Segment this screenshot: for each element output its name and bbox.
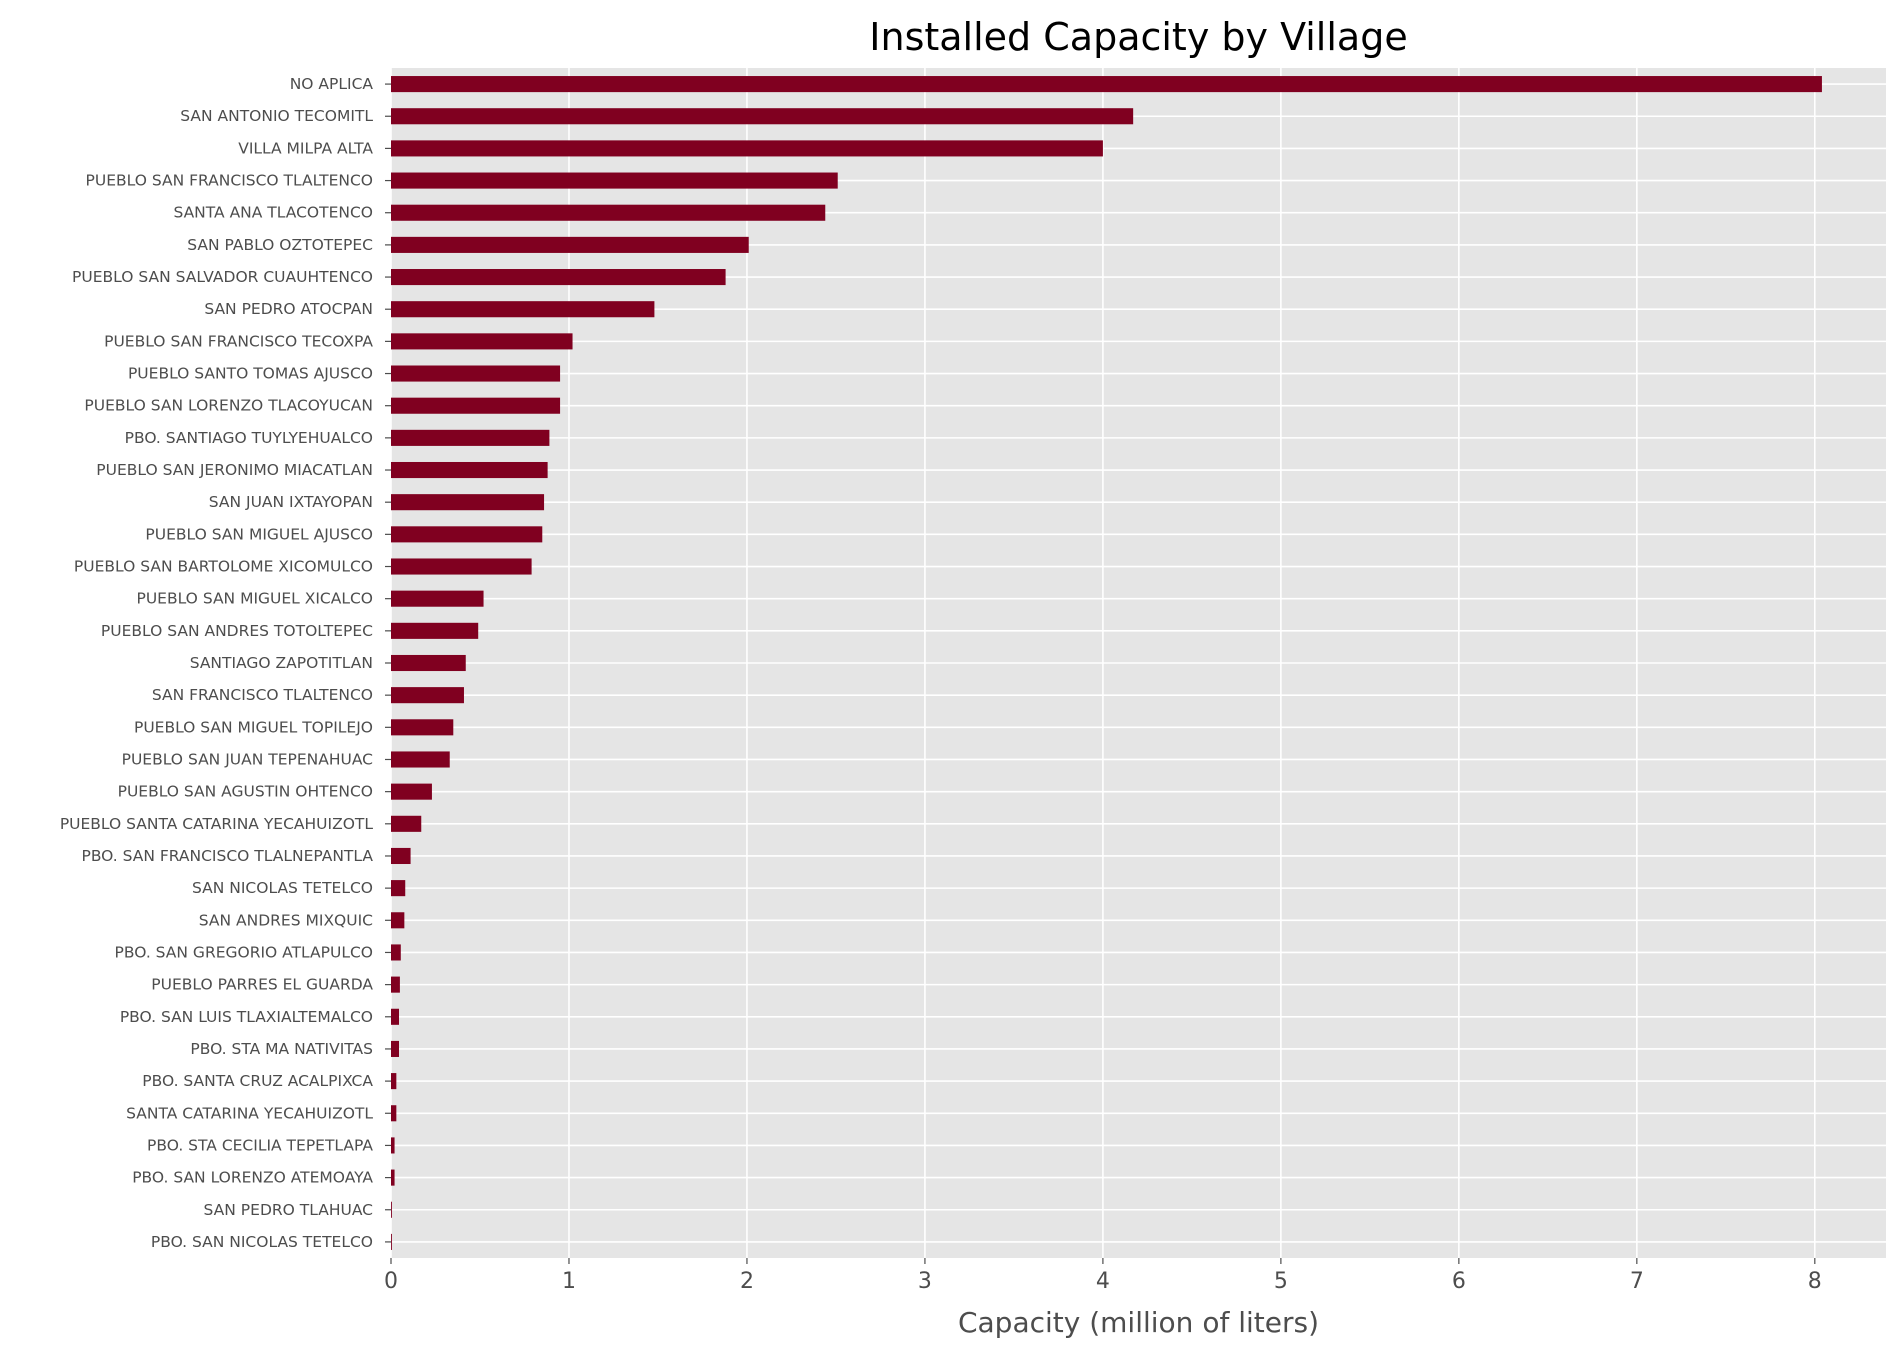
bar <box>391 461 548 479</box>
y-tick-label: PUEBLO SAN ANDRES TOTOLTEPEC <box>101 622 373 640</box>
x-tick-label: 2 <box>740 1269 754 1294</box>
bar <box>391 204 826 221</box>
y-tick-label: PUEBLO SAN FRANCISCO TLALTENCO <box>86 172 373 190</box>
y-tick-label: PUEBLO PARRES EL GUARDA <box>151 976 373 994</box>
bar <box>391 333 573 350</box>
x-tick-label: 4 <box>1096 1269 1110 1294</box>
bar <box>391 429 550 446</box>
x-tick-label: 1 <box>562 1269 576 1294</box>
y-tick-label: SANTA CATARINA YECAHUIZOTL <box>126 1104 373 1122</box>
chart-title: Installed Capacity by Village <box>869 15 1407 59</box>
bar <box>391 558 532 575</box>
bar <box>391 912 405 929</box>
bar <box>391 236 749 253</box>
bar <box>391 1105 397 1122</box>
bar <box>391 494 545 511</box>
y-tick-label: PBO. SAN GREGORIO ATLAPULCO <box>115 943 373 961</box>
y-tick-label: PUEBLO SAN AGUSTIN OHTENCO <box>118 783 373 801</box>
bar <box>391 1233 392 1250</box>
bar <box>391 880 406 897</box>
bar <box>391 1008 400 1025</box>
x-axis-tick-labels: 0 1 2 3 4 5 6 7 8 <box>384 1258 1822 1294</box>
y-tick-label: PBO. STA CECILIA TEPETLAPA <box>147 1136 373 1154</box>
x-tick-label: 0 <box>384 1269 398 1294</box>
bar <box>391 365 561 382</box>
bar <box>391 944 401 961</box>
bar <box>391 76 1822 93</box>
bar <box>391 719 454 736</box>
x-tick-label: 7 <box>1630 1269 1644 1294</box>
y-tick-label: PUEBLO SAN BARTOLOME XICOMULCO <box>74 558 373 576</box>
y-tick-label: SAN JUAN IXTAYOPAN <box>209 493 373 511</box>
x-tick-label: 6 <box>1452 1269 1466 1294</box>
bar <box>391 108 1134 125</box>
y-tick-label: SAN PABLO OZTOTEPEC <box>187 236 373 254</box>
y-tick-label: PUEBLO SAN LORENZO TLACOYUCAN <box>84 397 373 415</box>
y-tick-label: PBO. SAN LORENZO ATEMOAYA <box>132 1169 373 1187</box>
x-tick-label: 3 <box>918 1269 932 1294</box>
y-tick-label: PBO. SAN NICOLAS TETELCO <box>151 1233 373 1251</box>
y-axis-tick-labels: NO APLICA SAN ANTONIO TECOMITL VILLA MILPA… <box>60 75 391 1251</box>
bar <box>391 1137 395 1154</box>
y-tick-label: PUEBLO SANTO TOMAS AJUSCO <box>128 365 373 383</box>
y-tick-label: PBO. SANTIAGO TUYLYEHUALCO <box>125 429 373 447</box>
y-tick-label: PUEBLO SAN JERONIMO MIACATLAN <box>96 461 373 479</box>
bar <box>391 687 464 704</box>
bar <box>391 976 400 993</box>
y-tick-label: SANTA ANA TLACOTENCO <box>173 204 373 222</box>
y-tick-label: PBO. SANTA CRUZ ACALPIXCA <box>142 1072 373 1090</box>
y-tick-label: SAN PEDRO ATOCPAN <box>204 300 373 318</box>
bar <box>391 526 543 543</box>
y-tick-label: PUEBLO SAN SALVADOR CUAUHTENCO <box>72 268 373 286</box>
bar <box>391 269 726 286</box>
y-tick-label: PBO. SAN LUIS TLAXIALTEMALCO <box>120 1008 373 1026</box>
bar <box>391 590 484 607</box>
y-tick-label: SAN NICOLAS TETELCO <box>192 879 373 897</box>
bar <box>391 301 655 318</box>
bar <box>391 140 1103 157</box>
bar <box>391 1040 400 1057</box>
y-tick-label: PUEBLO SANTA CATARINA YECAHUIZOTL <box>60 815 374 833</box>
bar <box>391 172 838 189</box>
y-tick-label: SAN ANTONIO TECOMITL <box>180 107 373 125</box>
bar <box>391 397 561 414</box>
y-tick-label: VILLA MILPA ALTA <box>238 139 373 157</box>
bar <box>391 815 422 832</box>
y-tick-label: NO APLICA <box>290 75 374 93</box>
y-tick-label: SAN ANDRES MIXQUIC <box>199 911 373 929</box>
x-axis-label: Capacity (million of liters) <box>958 1306 1319 1339</box>
bar <box>391 847 411 865</box>
x-tick-label: 8 <box>1808 1269 1822 1294</box>
x-tick-label: 5 <box>1274 1269 1288 1294</box>
bar <box>391 654 466 672</box>
y-tick-label: PUEBLO SAN FRANCISCO TECOXPA <box>104 332 373 350</box>
y-tick-label: PUEBLO SAN MIGUEL XICALCO <box>136 590 373 608</box>
y-tick-label: SAN FRANCISCO TLALTENCO <box>152 686 373 704</box>
y-tick-label: PUEBLO SAN MIGUEL TOPILEJO <box>134 718 373 736</box>
y-tick-label: PBO. SAN FRANCISCO TLALNEPANTLA <box>81 847 373 865</box>
bar <box>391 1169 395 1186</box>
bar <box>391 1201 392 1218</box>
bar <box>391 783 432 800</box>
bars <box>391 76 1822 1250</box>
y-tick-label: PUEBLO SAN MIGUEL AJUSCO <box>145 525 373 543</box>
y-tick-label: PUEBLO SAN JUAN TEPENAHUAC <box>122 750 373 768</box>
y-tick-label: SAN PEDRO TLAHUAC <box>204 1201 373 1219</box>
y-tick-label: PBO. STA MA NATIVITAS <box>190 1040 373 1058</box>
bar <box>391 1073 397 1090</box>
bar <box>391 751 450 768</box>
bar <box>391 622 479 639</box>
y-tick-label: SANTIAGO ZAPOTITLAN <box>190 654 373 672</box>
